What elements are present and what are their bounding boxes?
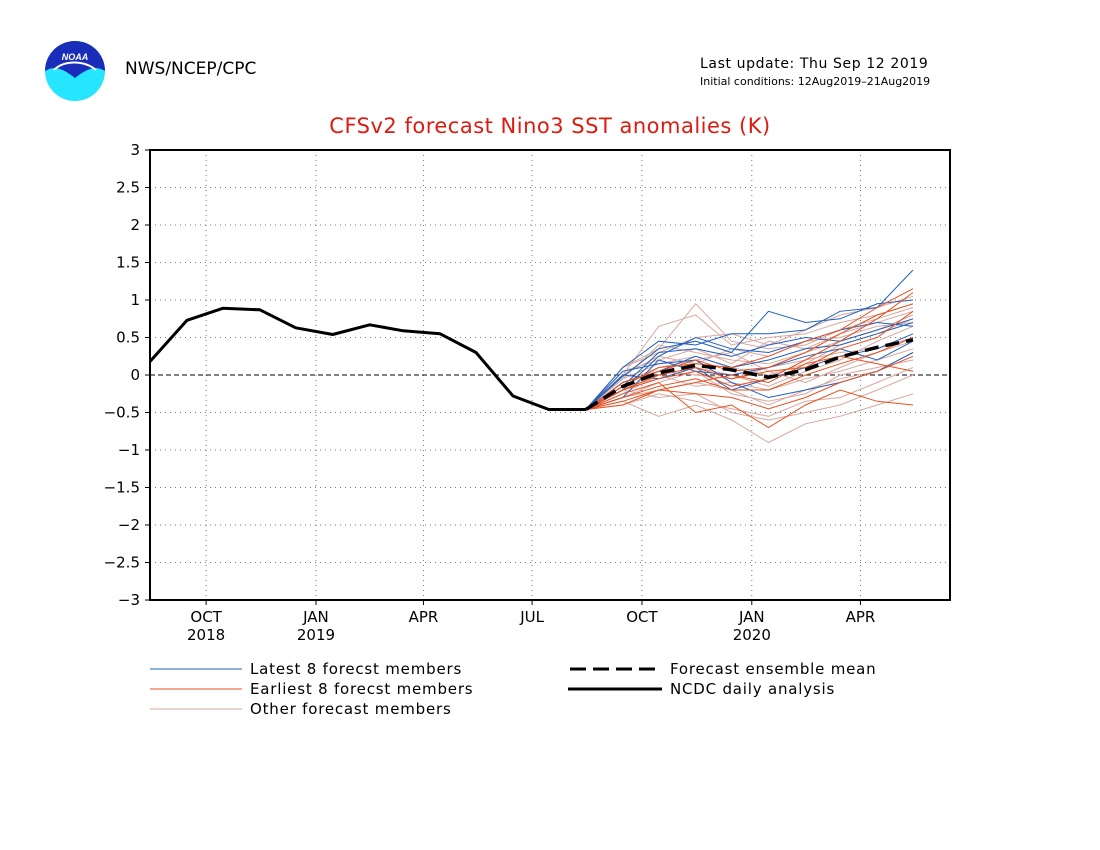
- y-tick-label: 1: [130, 291, 140, 309]
- series-latest-member: [585, 269, 914, 410]
- agency-label: NWS/NCEP/CPC: [125, 59, 257, 79]
- last-update-text: Last update: Thu Sep 12 2019: [700, 56, 929, 72]
- chart-title: CFSv2 forecast Nino3 SST anomalies (K): [329, 114, 771, 138]
- noaa-logo-text: NOAA: [62, 52, 89, 62]
- x-tick-label: OCT: [626, 608, 658, 626]
- series-earliest-member: [585, 337, 914, 410]
- series-earliest-member: [585, 288, 914, 410]
- series-other-member: [585, 352, 914, 410]
- legend-earliest-label: Earliest 8 forecst members: [250, 680, 474, 698]
- y-tick-label: −1: [118, 441, 140, 459]
- y-tick-label: 2: [130, 216, 140, 234]
- legend-swatches-left: [150, 668, 242, 710]
- series-other-member: [585, 367, 914, 417]
- x-tick-label: APR: [846, 608, 876, 626]
- initial-conditions-text: Initial conditions: 12Aug2019–21Aug2019: [700, 75, 931, 88]
- x-tick-label: JAN: [738, 608, 765, 626]
- y-tick-label: 3: [130, 141, 140, 159]
- series-ncdc-analysis: [148, 306, 586, 411]
- y-tick-label: 0: [130, 366, 140, 384]
- noaa-logo: NOAA: [45, 41, 105, 101]
- y-tick-label: −3: [118, 591, 140, 609]
- series-latest-member: [585, 322, 914, 410]
- series-earliest-member: [585, 381, 914, 429]
- series-latest-member: [585, 321, 914, 410]
- series-latest-member: [585, 318, 914, 410]
- legend-swatches-right: [568, 667, 662, 691]
- x-tick-label: JAN: [302, 608, 329, 626]
- y-tick-label: 0.5: [116, 329, 140, 347]
- y-tick-label: −2.5: [104, 554, 140, 572]
- series-latest-member: [585, 299, 914, 410]
- legend-ncdc-label: NCDC daily analysis: [670, 680, 836, 698]
- y-tick-label: −1.5: [104, 479, 140, 497]
- series-earliest-member: [585, 292, 914, 410]
- y-tick-label: −2: [118, 516, 140, 534]
- series-ensemble-mean: [584, 338, 914, 411]
- series-other-member: [585, 393, 914, 444]
- y-tick-label: −0.5: [104, 404, 140, 422]
- x-tick-year-label: 2018: [187, 626, 225, 644]
- x-tick-year-label: 2019: [297, 626, 335, 644]
- plot-frame: [149, 149, 951, 601]
- y-tick-label: 2.5: [116, 179, 140, 197]
- series-earliest-member: [585, 355, 914, 410]
- x-tick-label: OCT: [190, 608, 222, 626]
- series-earliest-member: [585, 355, 914, 410]
- x-tick-year-label: 2020: [733, 626, 771, 644]
- x-tick-label: APR: [409, 608, 439, 626]
- legend-latest-label: Latest 8 forecst members: [250, 660, 463, 678]
- series-other-member: [585, 322, 914, 410]
- x-tick-label: JUL: [519, 608, 544, 626]
- legend-other-label: Other forecast members: [250, 700, 452, 718]
- y-tick-label: 1.5: [116, 254, 140, 272]
- legend-mean-label: Forecast ensemble mean: [670, 660, 877, 678]
